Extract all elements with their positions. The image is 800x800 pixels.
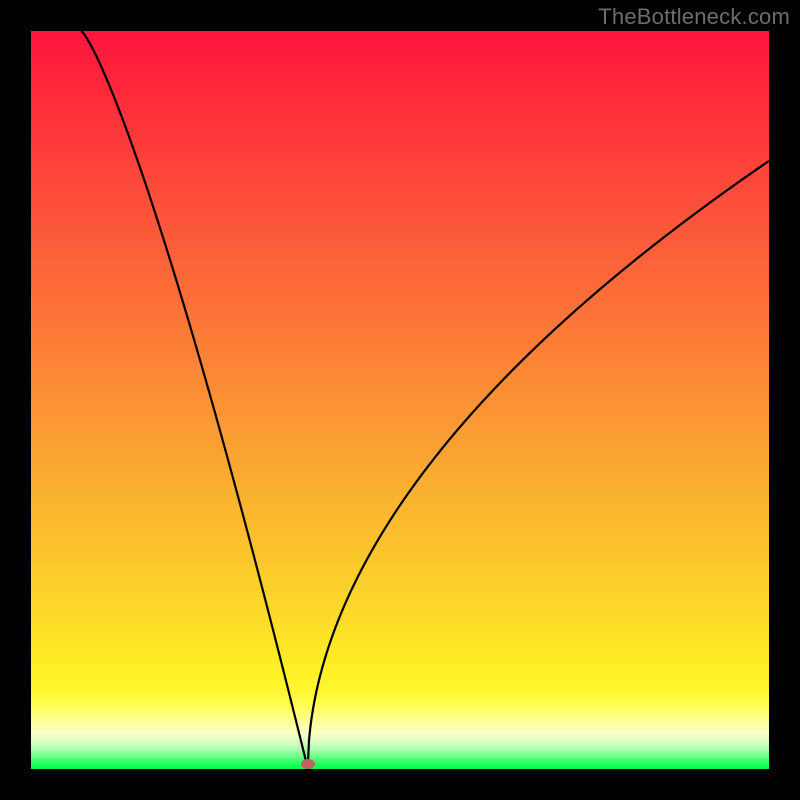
curve-path <box>81 31 769 768</box>
watermark-text: TheBottleneck.com <box>598 4 790 30</box>
bottleneck-curve <box>0 0 800 800</box>
root-container: TheBottleneck.com <box>0 0 800 800</box>
optimal-point-marker <box>301 759 315 769</box>
